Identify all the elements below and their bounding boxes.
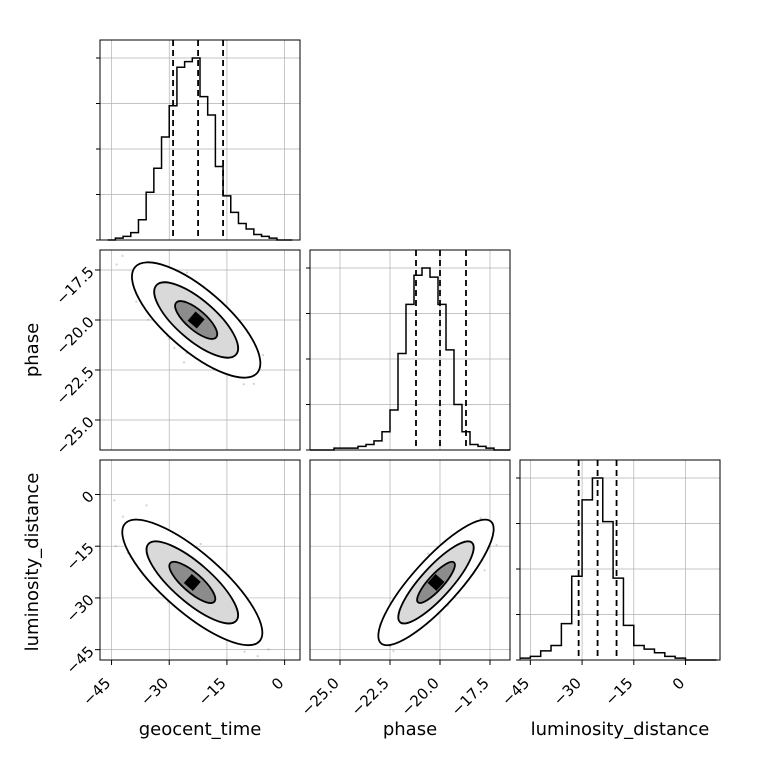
y-tick-label: −15 [63, 539, 98, 574]
x-tick-label: −20.0 [398, 674, 443, 719]
sample-point [516, 516, 518, 518]
density-peak [427, 573, 445, 591]
sample-point [483, 569, 486, 572]
scatter-geocent_time-luminosity_distance-frame [99, 459, 301, 661]
hist-luminosity_distance-frame [519, 459, 721, 661]
xlabel-geocent-time: geocent_time [139, 719, 262, 740]
scatter-phase-luminosity_distance-frame [309, 459, 511, 661]
sample-point [256, 654, 259, 658]
scatter-panel-geocent_time-luminosity_distance [100, 460, 300, 660]
sample-point [114, 545, 117, 548]
x-tick-label: 0 [268, 674, 287, 693]
x-tick-label: −17.5 [448, 674, 493, 719]
scatter-content [377, 516, 518, 653]
sample-point [479, 517, 482, 520]
y-tick-label: −20.0 [52, 313, 97, 358]
sample-point [115, 263, 118, 266]
y-tick-label: −45 [63, 643, 98, 678]
scatter-content [113, 499, 270, 658]
sample-point [113, 499, 116, 502]
y-tick-label: −22.5 [52, 363, 97, 408]
x-tick-label: −30 [550, 674, 585, 709]
hist-step-geocent_time [107, 57, 293, 241]
y-tick-label: 0 [78, 487, 97, 506]
sample-point [185, 271, 189, 274]
density-peak [183, 573, 201, 591]
density-peak [187, 311, 205, 329]
sample-point [243, 650, 246, 653]
sample-point [147, 318, 150, 321]
sample-point [182, 361, 186, 364]
hist-geocent_time-frame [99, 39, 301, 241]
hist-panel-geocent_time [96, 40, 300, 241]
sample-point [173, 346, 176, 350]
hist-phase-frame [309, 249, 511, 451]
xlabel-luminosity-distance: luminosity_distance [531, 719, 710, 740]
x-tick-label: 0 [669, 674, 688, 693]
sample-point [199, 542, 202, 546]
hist-panel-phase [306, 250, 510, 451]
hist-step-luminosity_distance [520, 477, 717, 661]
y-tick-label: −30 [63, 591, 98, 626]
x-tick-label: −45 [498, 674, 533, 709]
x-tick-label: −15 [195, 674, 230, 709]
ylabel-phase: phase [22, 323, 43, 377]
xlabel-phase: phase [383, 719, 437, 740]
x-tick-label: −45 [79, 674, 114, 709]
sample-point [261, 353, 265, 357]
ylabel-luminosity-distance: luminosity_distance [22, 473, 43, 652]
sample-point [135, 300, 138, 303]
sample-point [252, 382, 255, 385]
sample-point [495, 544, 498, 547]
sample-point [267, 648, 270, 651]
x-tick-label: −25.0 [298, 674, 343, 719]
sample-point [427, 552, 430, 555]
sample-point [392, 649, 395, 653]
sample-point [242, 383, 245, 386]
scatter-panel-geocent_time-phase [100, 250, 300, 450]
scatter-content [115, 254, 265, 386]
x-tick-label: −22.5 [348, 674, 393, 719]
x-tick-label: −30 [137, 674, 172, 709]
y-tick-label: −17.5 [52, 263, 97, 308]
x-tick-label: −15 [602, 674, 637, 709]
hist-panel-luminosity_distance [516, 460, 720, 661]
hist-step-phase [310, 267, 510, 451]
y-tick-label: −25.0 [52, 413, 97, 458]
sample-point [145, 504, 148, 507]
scatter-geocent_time-phase-frame [99, 249, 301, 451]
scatter-panel-phase-luminosity_distance [310, 460, 518, 660]
sample-point [121, 254, 124, 257]
sample-point [121, 515, 124, 518]
